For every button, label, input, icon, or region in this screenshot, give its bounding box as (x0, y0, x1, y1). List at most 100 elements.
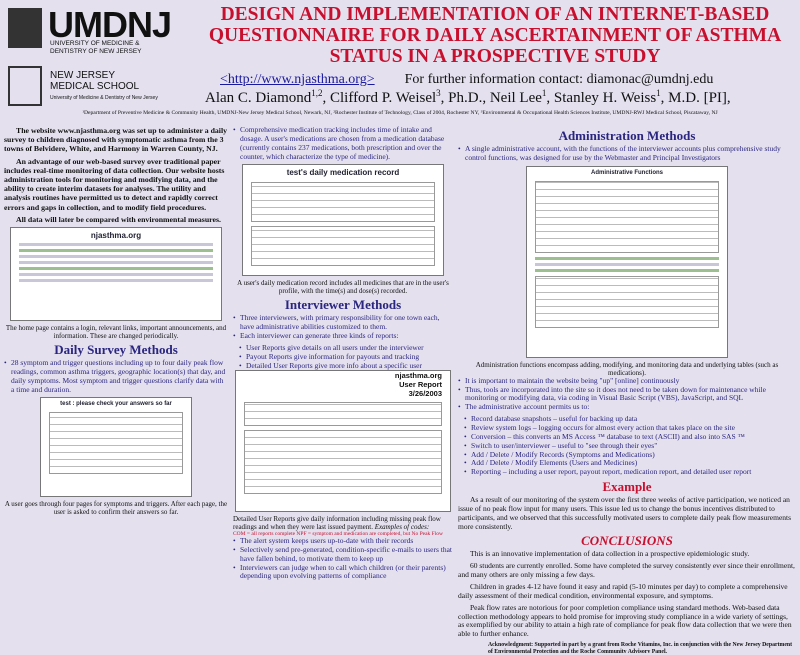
url: <http://www.njasthma.org> (220, 72, 375, 87)
bullet: Interviewers can judge when to call whic… (233, 563, 453, 582)
report-site: njasthma.org (394, 370, 442, 380)
deco (244, 429, 442, 494)
author: , M.D. [PI], (660, 90, 731, 106)
school-line: NEW JERSEY (50, 70, 116, 81)
caption-text: Detailed User Reports give daily informa… (233, 514, 441, 531)
paragraph: All data will later be compared with env… (16, 214, 221, 224)
codes-label: Examples of codes: (374, 522, 430, 531)
school-line: MEDICAL SCHOOL (50, 81, 140, 92)
caption: Administration functions encompass addin… (475, 360, 779, 377)
paragraph: 60 students are currently enrolled. Some… (458, 561, 795, 580)
school-mark (8, 66, 42, 106)
bullet: The administrative account permits us to… (458, 402, 796, 412)
bullet: Review system logs – logging occurs for … (464, 423, 796, 433)
deco (251, 181, 435, 222)
affiliation-mark: 3 (436, 88, 441, 98)
acknowledgment: Acknowledgment: Supported in part by a g… (458, 642, 796, 653)
paragraph: The website www.njasthma.org was set up … (4, 126, 228, 154)
deco (19, 243, 213, 247)
bullet-list: User Reports give details on all users u… (233, 343, 453, 371)
heading: Example (602, 479, 652, 495)
affiliations: ¹Department of Preventive Medicine & Com… (82, 110, 718, 116)
logo-name: UMDNJ (48, 4, 172, 45)
bullet: Conversion – this converts an MS Access … (464, 432, 796, 442)
deco (535, 180, 719, 253)
bullet-list: It is important to maintain the website … (458, 376, 796, 412)
logo-line: DENTISTRY OF NEW JERSEY (50, 48, 142, 55)
contact: For further information contact: diamona… (404, 72, 714, 87)
screenshot: test : please check your answers so far (40, 397, 192, 498)
title: DESIGN AND IMPLEMENTATION OF AN INTERNET… (208, 4, 782, 67)
deco (535, 268, 719, 272)
affiliation-mark: 1 (656, 88, 661, 98)
bullet-list: Three interviewers, with primary respons… (233, 314, 453, 341)
deco (49, 412, 183, 475)
bullet: Comprehensive medication tracking includ… (233, 126, 453, 161)
caption: The home page contains a login, relevant… (5, 323, 227, 340)
heading: Interviewer Methods (284, 297, 402, 313)
example: As a result of our monitoring of the sys… (458, 495, 796, 531)
column: The website www.njasthma.org was set up … (4, 126, 228, 653)
deco (535, 262, 719, 266)
author: , Clifford P. Weisel (322, 90, 437, 106)
screenshot-title: test : please check your answers so far (60, 401, 172, 408)
bullet-list: The alert system keeps users up-to-date … (233, 536, 453, 582)
bullet: Add / Delete / Modify Elements (Users an… (464, 459, 796, 469)
bullet: User Reports give details on all users u… (239, 343, 453, 353)
deco (19, 273, 213, 277)
bullet: Each interviewer can generate three kind… (233, 331, 453, 341)
authors: Alan C. Diamond1,2, Clifford P. Weisel3,… (205, 88, 800, 107)
logo-line: UNIVERSITY OF MEDICINE & (50, 40, 140, 47)
bullet: Detailed User Reports give more info abo… (239, 361, 453, 371)
logo-mark (8, 8, 42, 48)
deco (244, 401, 442, 426)
deco (19, 279, 213, 283)
deco (19, 249, 213, 253)
bullet: Switch to user/interviewer – useful to "… (464, 441, 796, 451)
caption: A user's daily medication record include… (237, 279, 449, 296)
screenshot: Administrative Functions (526, 165, 728, 358)
bullet: Payout Reports give information for payo… (239, 352, 453, 362)
bullet: It is important to maintain the website … (458, 376, 796, 386)
column: Administration Methods A single administ… (458, 126, 796, 654)
bullet: The alert system keeps users up-to-date … (233, 536, 453, 546)
deco (19, 255, 213, 259)
caption: Detailed User Reports give daily informa… (233, 515, 453, 531)
paragraph: This is an innovative implementation of … (470, 549, 750, 559)
paragraph: An advantage of our web-based survey ove… (4, 156, 225, 212)
bullet-list: Record database snapshots – useful for b… (458, 414, 796, 477)
heading: Administration Methods (558, 128, 696, 143)
deco (251, 225, 435, 266)
bullet: Add / Delete / Modify Records (Symptoms … (464, 450, 796, 460)
screenshot: njasthma.org User Report 3/26/2003 (235, 369, 451, 512)
bullet: Selectively send pre-generated, conditio… (233, 545, 453, 564)
bullet: Reporting – including a user report, pay… (464, 467, 796, 477)
intro: The website www.njasthma.org was set up … (4, 126, 228, 224)
deco (19, 261, 213, 265)
bullet: 28 symptom and trigger questions includi… (4, 358, 228, 394)
bullet: A single administrative account, with th… (458, 144, 796, 163)
paragraph: Peak flow rates are notorious for poor c… (458, 602, 792, 639)
caption: A user goes through four pages for sympt… (4, 500, 228, 517)
author: Alan C. Diamond (205, 90, 312, 106)
bullet-list: Comprehensive medication tracking includ… (233, 126, 453, 161)
affiliation-mark: 1,2 (311, 88, 323, 98)
paragraph: As a result of our monitoring of the sys… (458, 495, 792, 531)
column: Comprehensive medication tracking includ… (233, 126, 453, 653)
deco (535, 256, 719, 260)
school-line: University of Medicine & Dentistry of Ne… (50, 95, 158, 101)
url-row: <http://www.njasthma.org> For further inf… (200, 72, 790, 88)
ack-line: Acknowledgment: Supported in part by a g… (488, 642, 793, 653)
report-date: 3/26/2003 (408, 388, 442, 398)
bullet-list: 28 symptom and trigger questions includi… (4, 358, 228, 394)
author: , Ph.D., Neil Lee (440, 90, 542, 106)
codes: COM = all reports complete NPF = symptom… (233, 530, 443, 537)
screenshot-title: Administrative Functions (590, 169, 663, 176)
screenshot: test's daily medication record (242, 164, 444, 277)
deco (19, 267, 213, 271)
conclusions: This is an innovative implementation of … (458, 550, 796, 639)
author: , Stanley H. Weiss (546, 90, 657, 106)
screenshot-title: test's daily medication record (286, 168, 400, 178)
heading: CONCLUSIONS (581, 533, 673, 549)
